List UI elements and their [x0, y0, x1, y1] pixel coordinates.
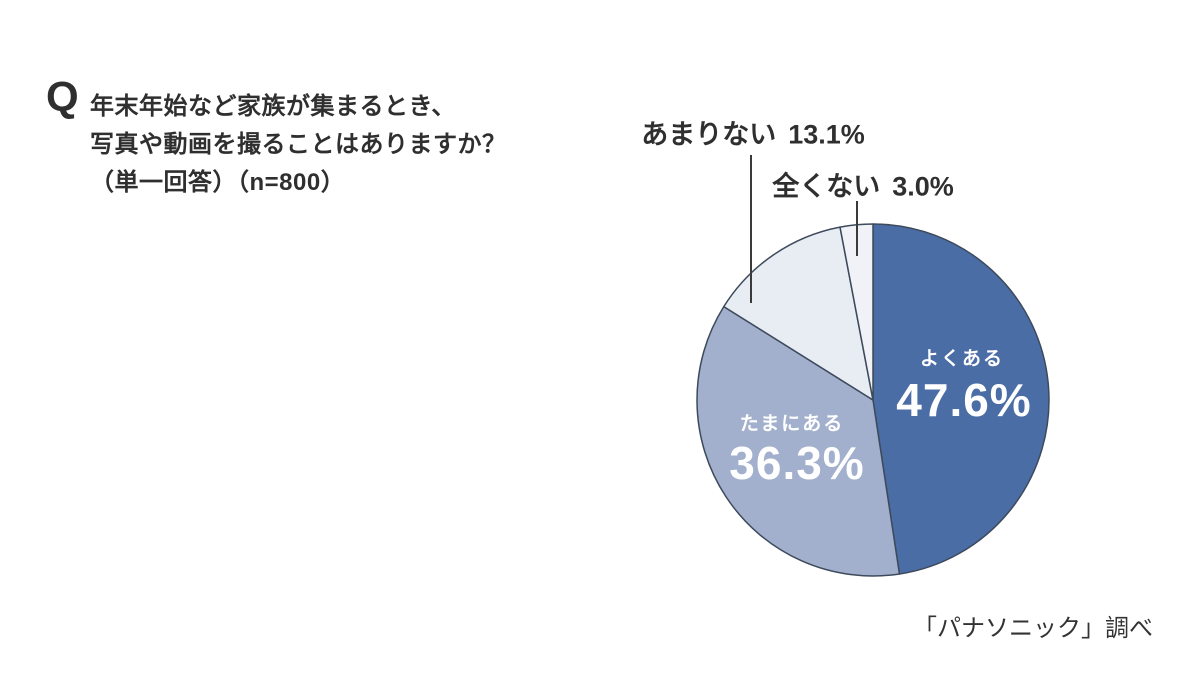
leader-line-zenkunai — [856, 201, 858, 256]
source-note: 「パナソニック」調べ — [913, 615, 1153, 642]
question-mark: Q — [46, 73, 79, 120]
question-line-3: （単一回答）（n=800） — [90, 169, 346, 196]
pie-chart — [696, 223, 1050, 577]
pie-slice-1 — [696, 305, 901, 577]
pie-slice-0 — [872, 223, 1050, 575]
slice-value-zenkunai: 3.0% — [892, 171, 954, 202]
question-line-2: 写真や動画を撮ることはありますか？ — [90, 131, 507, 158]
pie-slice-2 — [723, 226, 874, 401]
slice-label-yokuaru: よくある — [919, 348, 1005, 370]
slice-label-amarinai: あまりない 13.1% — [641, 113, 865, 152]
slice-label-tamaniaru: たまにある — [739, 413, 845, 435]
slice-label-zenkunai: 全くない 3.0% — [772, 165, 954, 204]
slice-value-tamaniaru: 36.3% — [729, 437, 865, 489]
slice-value-yokuaru: 47.6% — [896, 374, 1032, 426]
slice-value-amarinai: 13.1% — [788, 119, 865, 150]
leader-line-amarinai — [750, 155, 752, 303]
question-line-1: 年末年始など家族が集まるとき、 — [90, 93, 456, 120]
slice-label-zenkunai-text: 全くない — [772, 171, 881, 202]
slice-label-amarinai-text: あまりない — [641, 119, 777, 150]
question-text: 年末年始など家族が集まるとき、 写真や動画を撮ることはありますか？ （単一回答）… — [90, 88, 507, 202]
